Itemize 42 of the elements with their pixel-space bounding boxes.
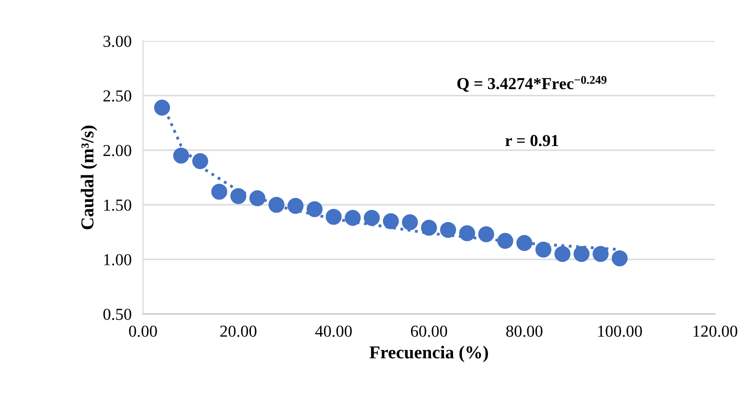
point [440, 222, 456, 238]
x-tick-label: 20.00 [220, 326, 256, 337]
point [516, 235, 532, 251]
point [326, 208, 342, 225]
point [402, 214, 418, 230]
point [364, 210, 380, 226]
point [230, 188, 246, 204]
point [574, 246, 590, 262]
y-tick-label: 2.00 [103, 144, 132, 156]
x-tick-label: 40.00 [315, 326, 352, 337]
y-tick-label: 3.00 [104, 36, 132, 48]
point [306, 201, 323, 218]
point [592, 246, 609, 262]
point [173, 148, 190, 164]
point [154, 100, 170, 116]
point [459, 225, 476, 242]
x-tick-label: 80.00 [506, 326, 542, 337]
y-tick-label: 2.50 [103, 90, 132, 102]
point [612, 250, 628, 266]
point [382, 213, 399, 230]
annotation: r = 0.91 [505, 134, 558, 146]
point [497, 232, 514, 249]
point [554, 246, 570, 262]
y-tick-label: 1.00 [104, 254, 132, 266]
x-tick-label: 60.00 [410, 326, 448, 337]
x-tick-label: 100.00 [598, 326, 642, 337]
x-axis-title: Frecuencia (%) [370, 346, 488, 362]
point [344, 210, 361, 226]
point [192, 153, 208, 170]
y-tick-label: 1.50 [104, 200, 132, 211]
x-tick-label: 120.00 [694, 326, 738, 337]
point [249, 190, 266, 206]
point [288, 198, 304, 214]
point [211, 184, 228, 200]
x-tick-label: 0.00 [129, 326, 157, 337]
point [268, 196, 284, 213]
y-tick-label: 0.50 [103, 308, 132, 320]
point [421, 220, 437, 236]
point [478, 226, 494, 242]
annotation: Q = 3.4274*Frec$^{−0.249}$ [457, 76, 606, 92]
point [535, 242, 552, 258]
y-axis-title: Caudal (m³/s) [80, 126, 98, 230]
